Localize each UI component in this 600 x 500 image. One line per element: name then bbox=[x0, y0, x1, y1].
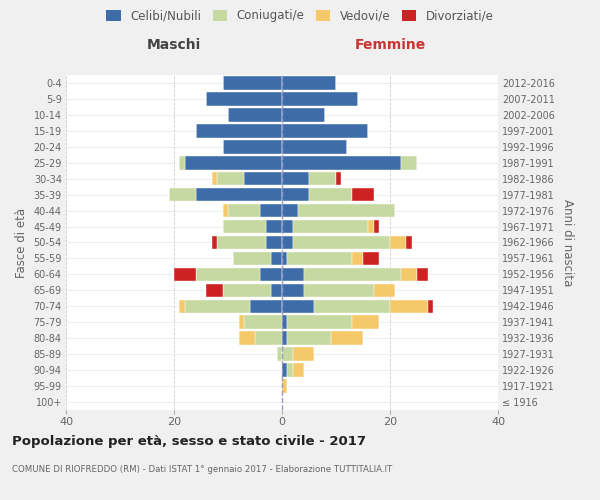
Bar bbox=[244, 316, 282, 329]
Bar bbox=[282, 156, 401, 170]
Bar bbox=[282, 76, 336, 90]
Bar bbox=[363, 252, 379, 265]
Bar bbox=[282, 108, 325, 122]
Bar bbox=[271, 252, 282, 265]
Bar bbox=[282, 268, 304, 281]
Bar bbox=[287, 316, 352, 329]
Bar bbox=[266, 236, 282, 250]
Bar bbox=[314, 300, 390, 313]
Text: COMUNE DI RIOFREDDO (RM) - Dati ISTAT 1° gennaio 2017 - Elaborazione TUTTITALIA.: COMUNE DI RIOFREDDO (RM) - Dati ISTAT 1°… bbox=[12, 465, 392, 474]
Bar bbox=[304, 284, 374, 297]
Bar bbox=[282, 364, 287, 377]
Bar bbox=[212, 236, 217, 250]
Bar bbox=[331, 332, 363, 345]
Bar bbox=[244, 172, 282, 186]
Bar bbox=[309, 172, 336, 186]
Bar bbox=[298, 204, 395, 218]
Bar bbox=[185, 300, 250, 313]
Bar bbox=[239, 316, 244, 329]
Bar bbox=[282, 172, 309, 186]
Bar bbox=[352, 316, 379, 329]
Bar bbox=[287, 364, 293, 377]
Bar bbox=[374, 284, 395, 297]
Bar bbox=[282, 188, 309, 202]
Legend: Celibi/Nubili, Coniugati/e, Vedovi/e, Divorziati/e: Celibi/Nubili, Coniugati/e, Vedovi/e, Di… bbox=[103, 6, 497, 26]
Bar bbox=[266, 220, 282, 234]
Bar bbox=[179, 300, 185, 313]
Bar bbox=[223, 284, 271, 297]
Bar bbox=[196, 124, 282, 138]
Bar bbox=[368, 220, 374, 234]
Y-axis label: Fasce di età: Fasce di età bbox=[15, 208, 28, 278]
Bar bbox=[169, 188, 196, 202]
Bar bbox=[293, 364, 304, 377]
Bar bbox=[217, 236, 266, 250]
Bar bbox=[260, 268, 282, 281]
Bar bbox=[293, 220, 368, 234]
Bar bbox=[390, 236, 406, 250]
Y-axis label: Anni di nascita: Anni di nascita bbox=[562, 199, 574, 286]
Bar bbox=[293, 236, 390, 250]
Bar bbox=[282, 220, 293, 234]
Bar bbox=[179, 156, 185, 170]
Bar bbox=[228, 108, 282, 122]
Bar bbox=[260, 204, 282, 218]
Bar bbox=[282, 204, 298, 218]
Bar bbox=[250, 300, 282, 313]
Bar bbox=[282, 380, 287, 393]
Bar bbox=[282, 140, 347, 153]
Bar bbox=[282, 92, 358, 106]
Bar bbox=[287, 332, 331, 345]
Bar bbox=[309, 188, 352, 202]
Bar bbox=[374, 220, 379, 234]
Bar bbox=[352, 252, 363, 265]
Bar bbox=[206, 92, 282, 106]
Bar bbox=[212, 172, 217, 186]
Bar bbox=[217, 172, 244, 186]
Bar bbox=[185, 156, 282, 170]
Bar bbox=[401, 156, 417, 170]
Bar bbox=[336, 172, 341, 186]
Bar bbox=[282, 284, 304, 297]
Bar bbox=[223, 220, 266, 234]
Text: Maschi: Maschi bbox=[147, 38, 201, 52]
Bar bbox=[417, 268, 428, 281]
Bar bbox=[282, 252, 287, 265]
Bar bbox=[293, 348, 314, 361]
Bar bbox=[287, 252, 352, 265]
Bar bbox=[206, 284, 223, 297]
Bar bbox=[428, 300, 433, 313]
Bar bbox=[282, 124, 368, 138]
Bar bbox=[277, 348, 282, 361]
Bar bbox=[271, 284, 282, 297]
Bar bbox=[282, 236, 293, 250]
Bar bbox=[255, 332, 282, 345]
Bar bbox=[223, 204, 228, 218]
Bar bbox=[282, 348, 293, 361]
Bar bbox=[196, 188, 282, 202]
Bar bbox=[304, 268, 401, 281]
Bar bbox=[282, 300, 314, 313]
Bar bbox=[223, 140, 282, 153]
Text: Popolazione per età, sesso e stato civile - 2017: Popolazione per età, sesso e stato civil… bbox=[12, 435, 366, 448]
Bar bbox=[228, 204, 260, 218]
Text: Femmine: Femmine bbox=[355, 38, 425, 52]
Bar bbox=[352, 188, 374, 202]
Bar bbox=[401, 268, 417, 281]
Bar bbox=[233, 252, 271, 265]
Bar bbox=[196, 268, 260, 281]
Bar bbox=[239, 332, 255, 345]
Bar bbox=[174, 268, 196, 281]
Bar bbox=[406, 236, 412, 250]
Bar bbox=[282, 332, 287, 345]
Bar bbox=[390, 300, 428, 313]
Bar bbox=[282, 316, 287, 329]
Bar bbox=[223, 76, 282, 90]
